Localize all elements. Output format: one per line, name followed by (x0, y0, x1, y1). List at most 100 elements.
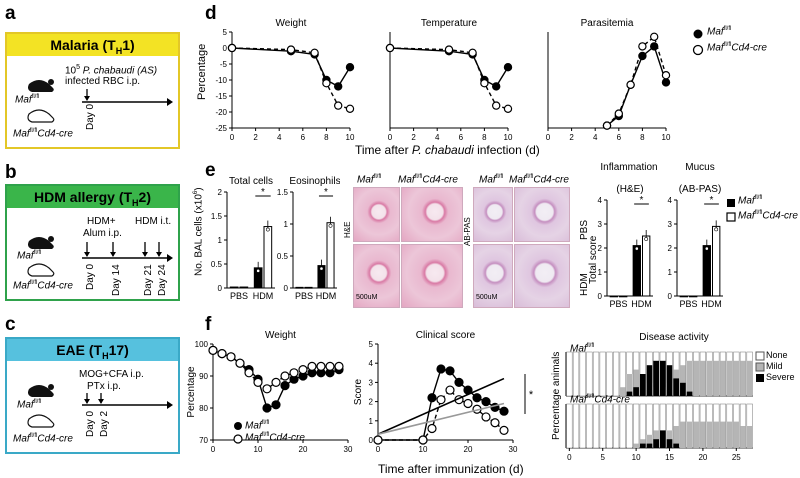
d-weight-xtick-label: 6 (301, 133, 306, 142)
f-disease-legend-mild: Mild (766, 361, 783, 371)
f-weight-ytick-label: 80 (199, 404, 208, 413)
f-disease-bottom-bar-none (599, 403, 606, 449)
f-clinical-ytick-label: 4 (369, 359, 374, 368)
f-disease-xtick-label: 5 (601, 453, 606, 462)
d-weight-xtick-label: 8 (324, 133, 329, 142)
f-disease-top-bar-none (566, 351, 573, 397)
e-mucus-ytick-label: 2 (668, 244, 673, 253)
f-clinical-point (463, 398, 473, 409)
f-disease-top-bar-none (572, 351, 580, 397)
e-inflammation-bar (619, 295, 628, 298)
f-weight-point (325, 361, 335, 372)
f-disease-top-bar-mild (726, 360, 733, 396)
f-disease-bottom-bar-severe (660, 430, 666, 448)
d-parasitemia-xtick-label: 2 (569, 133, 574, 142)
f-clinical-trend-2 (377, 402, 505, 436)
stain-abpas: AB-PAS (463, 217, 472, 246)
panel-b-day14: Day 14 (111, 264, 122, 296)
f-disease-top-bar-mild (619, 387, 626, 396)
f-disease-top-bar-severe (639, 374, 646, 396)
e-total-cat-label: PBS (230, 291, 248, 301)
hist-he-hdm-ctrl (353, 244, 400, 308)
panel-c-mouse1: Maffl/fl (17, 399, 42, 411)
f-disease-top-bar-mild (706, 360, 713, 396)
e-eos-bar (304, 286, 313, 289)
e-mucus-ytick-label: 3 (668, 220, 673, 229)
d-temperature-point (492, 82, 501, 91)
f-weight-point (334, 361, 344, 372)
e-inflammation-cat-label: PBS (609, 299, 627, 309)
f-disease-top-bar-mild (713, 360, 720, 396)
d-parasitemia-point (614, 109, 623, 118)
e-inflammation-ytick-label: 1 (598, 268, 603, 277)
f-disease-top-bar-mild (680, 365, 686, 396)
hist-he-hdm-ko (401, 244, 463, 308)
panel-c-timeline (27, 384, 173, 428)
hist-he-pbs-ko (401, 187, 463, 242)
f-disease-legend-swatches (755, 351, 765, 382)
f-weight-point (280, 371, 290, 381)
d-temperature-point (468, 48, 477, 58)
f-disease-legend-none: None (766, 350, 788, 360)
panel-a-banner: Malaria (TH1) (7, 34, 178, 56)
f-clinical-ytick-label: 0 (369, 436, 374, 445)
f-disease-top-bar-severe (653, 360, 659, 396)
d-temperature-title: Temperature (421, 18, 478, 29)
e-mucus-ytick-label: 4 (668, 196, 673, 205)
e-mucus-title-1: Mucus (685, 162, 714, 173)
panel-a-mouse2: Maffl/flCd4-cre (13, 128, 73, 140)
f-clinical-xtick-label: 20 (464, 445, 473, 454)
f-disease-ylabel: Percentage animals (551, 351, 562, 440)
d-weight-point (310, 48, 319, 58)
f-disease-top-bar-none (599, 351, 606, 397)
d-weight-ytick-label: -15 (215, 92, 227, 101)
e-mucus-dot (714, 227, 719, 232)
f-disease-bottom-bar-none (613, 403, 620, 449)
e-eos-dot (328, 223, 333, 228)
d-temperature-point (492, 101, 501, 110)
hist-ab-pbs-ctrl (473, 187, 513, 242)
f-disease-top-bar-mild (693, 360, 700, 396)
hist-he-pbs-ctrl (353, 187, 400, 242)
f-weight-ytick-label: 90 (199, 372, 208, 381)
f-disease-top-bar-mild (626, 374, 633, 396)
e-total-ytick-label: 1.5 (211, 212, 223, 221)
e-eos-ytick-label: 1 (284, 220, 289, 229)
e-inflammation-dot (634, 246, 639, 251)
e-mucus-dot (704, 246, 709, 251)
panel-c-t1: MOG+CFA i.p. (79, 369, 144, 380)
panel-b-t1b: Alum i.p. (83, 228, 122, 239)
e-mucus-cat-label: HDM (701, 299, 722, 309)
hist-ab-hdm-ko (514, 244, 570, 308)
d-weight-ytick-label: -10 (215, 76, 227, 85)
f-disease-bottom-bar-severe (646, 443, 653, 448)
f-disease-bottom: Maffl/flCd4-cre (570, 394, 630, 406)
e-mucus-bar (702, 245, 711, 297)
e-inflammation-bar (609, 295, 619, 298)
d-weight-point (227, 43, 237, 53)
f-disease-bottom-bar-mild (686, 421, 693, 448)
f-disease-bottom-bar-mild (673, 426, 680, 448)
f-disease-top-bar-severe (666, 365, 673, 396)
f-disease-top-bar-severe (626, 391, 633, 396)
hist-ab-hdm-ctrl (473, 244, 513, 308)
f-weight-ytick-label: 100 (195, 340, 209, 349)
f-disease-bottom-bar-severe (653, 439, 659, 448)
f-weight-point (253, 377, 263, 388)
e-inflammation-bar (642, 235, 651, 297)
f-disease-top-bar-mild (633, 369, 639, 396)
f-clinical-point (427, 393, 437, 403)
f-clinical-point (454, 377, 464, 388)
f-disease-bottom-bar-severe (673, 443, 680, 448)
d-temperature-point (480, 78, 489, 88)
f-disease-xtick-label: 0 (567, 453, 572, 462)
e-inflammation-cat-label: HDM (631, 299, 652, 309)
d-ylabel: Percentage (196, 43, 208, 100)
f-clinical-title: Clinical score (416, 330, 476, 341)
d-weight-point (333, 101, 343, 110)
panel-b-day24: Day 24 (157, 264, 168, 296)
f-clinical-point (445, 366, 455, 376)
panel-c-mouse2: Maffl/flCd4-cre (13, 433, 73, 445)
f-legend-2: Maffl/flCd4-cre (245, 432, 305, 444)
